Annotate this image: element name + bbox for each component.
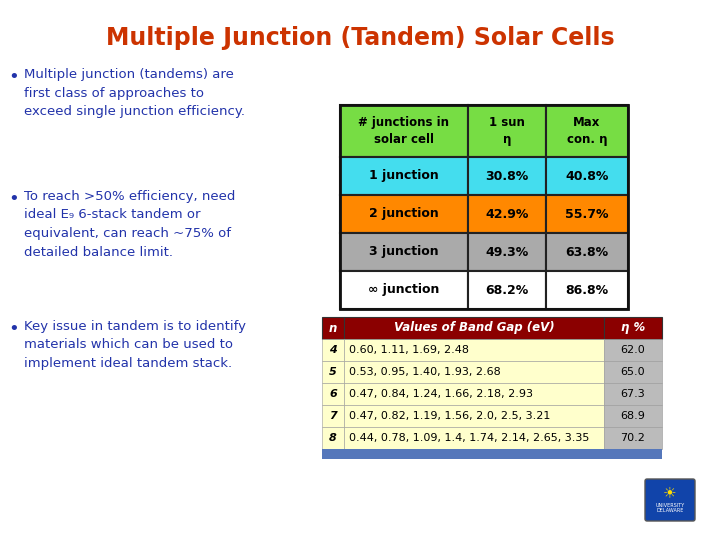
FancyBboxPatch shape <box>344 405 604 427</box>
FancyBboxPatch shape <box>344 427 604 449</box>
Text: 68.2%: 68.2% <box>485 284 528 296</box>
FancyBboxPatch shape <box>546 195 628 233</box>
Text: 6: 6 <box>329 389 337 399</box>
FancyBboxPatch shape <box>322 361 344 383</box>
FancyBboxPatch shape <box>604 317 662 339</box>
Text: 1 junction: 1 junction <box>369 170 439 183</box>
FancyBboxPatch shape <box>604 405 662 427</box>
Text: Key issue in tandem is to identify
materials which can be used to
implement idea: Key issue in tandem is to identify mater… <box>24 320 246 370</box>
Text: 63.8%: 63.8% <box>565 246 608 259</box>
Text: 65.0: 65.0 <box>621 367 645 377</box>
Text: 0.44, 0.78, 1.09, 1.4, 1.74, 2.14, 2.65, 3.35: 0.44, 0.78, 1.09, 1.4, 1.74, 2.14, 2.65,… <box>349 433 590 443</box>
Text: To reach >50% efficiency, need
ideal E₉ 6-stack tandem or
equivalent, can reach : To reach >50% efficiency, need ideal E₉ … <box>24 190 235 259</box>
Text: 1 sun
η: 1 sun η <box>489 116 525 146</box>
Text: 0.47, 0.84, 1.24, 1.66, 2.18, 2.93: 0.47, 0.84, 1.24, 1.66, 2.18, 2.93 <box>349 389 533 399</box>
FancyBboxPatch shape <box>322 449 662 459</box>
Text: # junctions in
solar cell: # junctions in solar cell <box>359 116 449 146</box>
FancyBboxPatch shape <box>344 383 604 405</box>
Text: 2 junction: 2 junction <box>369 207 439 220</box>
FancyBboxPatch shape <box>468 157 546 195</box>
Text: 8: 8 <box>329 433 337 443</box>
Text: Max
con. η: Max con. η <box>567 116 607 146</box>
Text: 62.0: 62.0 <box>621 345 645 355</box>
Text: Multiple junction (tandems) are
first class of approaches to
exceed single junct: Multiple junction (tandems) are first cl… <box>24 68 245 118</box>
FancyBboxPatch shape <box>546 271 628 309</box>
FancyBboxPatch shape <box>344 361 604 383</box>
FancyBboxPatch shape <box>322 317 344 339</box>
FancyBboxPatch shape <box>604 383 662 405</box>
Text: 67.3: 67.3 <box>621 389 645 399</box>
Text: •: • <box>9 190 19 208</box>
Text: 49.3%: 49.3% <box>485 246 528 259</box>
Text: •: • <box>9 320 19 338</box>
FancyBboxPatch shape <box>546 157 628 195</box>
Text: 0.47, 0.82, 1.19, 1.56, 2.0, 2.5, 3.21: 0.47, 0.82, 1.19, 1.56, 2.0, 2.5, 3.21 <box>349 411 550 421</box>
Text: n: n <box>329 321 337 334</box>
FancyBboxPatch shape <box>604 339 662 361</box>
FancyBboxPatch shape <box>344 317 604 339</box>
Text: 30.8%: 30.8% <box>485 170 528 183</box>
Text: 42.9%: 42.9% <box>485 207 528 220</box>
FancyBboxPatch shape <box>340 105 468 157</box>
Text: 70.2: 70.2 <box>621 433 645 443</box>
FancyBboxPatch shape <box>340 271 468 309</box>
FancyBboxPatch shape <box>340 157 468 195</box>
Text: UNIVERSITY
DELAWARE: UNIVERSITY DELAWARE <box>655 503 685 514</box>
Text: 7: 7 <box>329 411 337 421</box>
FancyBboxPatch shape <box>604 427 662 449</box>
FancyBboxPatch shape <box>546 233 628 271</box>
Text: 40.8%: 40.8% <box>565 170 608 183</box>
FancyBboxPatch shape <box>468 105 546 157</box>
Text: ☀: ☀ <box>663 485 677 501</box>
Text: 5: 5 <box>329 367 337 377</box>
FancyBboxPatch shape <box>322 383 344 405</box>
Text: 86.8%: 86.8% <box>565 284 608 296</box>
Text: Values of Band Gap (eV): Values of Band Gap (eV) <box>394 321 554 334</box>
Text: η %: η % <box>621 321 645 334</box>
FancyBboxPatch shape <box>468 195 546 233</box>
Text: 3 junction: 3 junction <box>369 246 438 259</box>
Text: ∞ junction: ∞ junction <box>369 284 440 296</box>
FancyBboxPatch shape <box>468 233 546 271</box>
FancyBboxPatch shape <box>468 271 546 309</box>
FancyBboxPatch shape <box>340 195 468 233</box>
FancyBboxPatch shape <box>645 479 695 521</box>
Text: 0.53, 0.95, 1.40, 1.93, 2.68: 0.53, 0.95, 1.40, 1.93, 2.68 <box>349 367 500 377</box>
FancyBboxPatch shape <box>546 105 628 157</box>
FancyBboxPatch shape <box>340 233 468 271</box>
FancyBboxPatch shape <box>322 405 344 427</box>
FancyBboxPatch shape <box>322 427 344 449</box>
FancyBboxPatch shape <box>344 339 604 361</box>
Text: 0.60, 1.11, 1.69, 2.48: 0.60, 1.11, 1.69, 2.48 <box>349 345 469 355</box>
Text: 55.7%: 55.7% <box>565 207 608 220</box>
FancyBboxPatch shape <box>322 339 344 361</box>
FancyBboxPatch shape <box>604 361 662 383</box>
Text: 4: 4 <box>329 345 337 355</box>
Text: Multiple Junction (Tandem) Solar Cells: Multiple Junction (Tandem) Solar Cells <box>106 26 614 50</box>
Text: •: • <box>9 68 19 86</box>
Text: 68.9: 68.9 <box>621 411 645 421</box>
